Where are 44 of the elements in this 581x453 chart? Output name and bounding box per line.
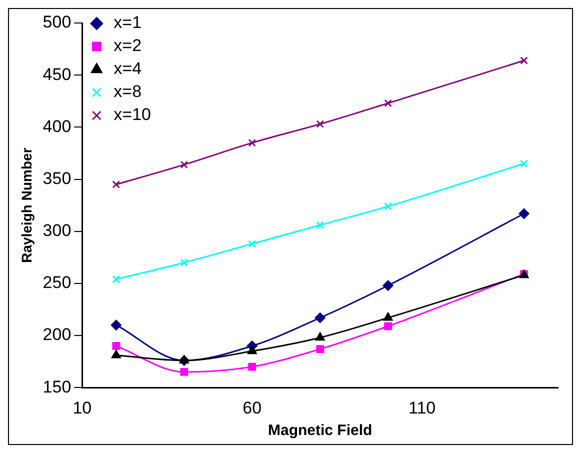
point bbox=[112, 350, 121, 358]
point bbox=[112, 275, 120, 284]
x-axis-title: Magnetic Field bbox=[268, 422, 372, 440]
point bbox=[248, 138, 256, 147]
point bbox=[384, 202, 392, 210]
point bbox=[382, 280, 394, 291]
y-tick-label: 350 bbox=[42, 168, 72, 188]
legend-label: x=4 bbox=[114, 59, 142, 78]
y-tick-label: 500 bbox=[42, 12, 72, 32]
x-tick-label: 110 bbox=[408, 398, 436, 418]
point bbox=[179, 355, 189, 364]
point bbox=[248, 240, 256, 248]
y-axis-title: Rayleigh Number bbox=[18, 147, 34, 263]
point bbox=[518, 208, 530, 219]
point bbox=[384, 99, 392, 108]
x-tick-label: 10 bbox=[72, 398, 92, 418]
x-tick-label: 60 bbox=[242, 398, 262, 418]
y-tick-label: 300 bbox=[42, 221, 72, 240]
point bbox=[112, 342, 120, 350]
point bbox=[520, 56, 528, 64]
point bbox=[248, 362, 256, 371]
point bbox=[180, 258, 188, 267]
point bbox=[383, 312, 393, 321]
y-tick-label: 150 bbox=[42, 377, 72, 396]
legend-label: x=2 bbox=[114, 36, 142, 56]
point bbox=[247, 346, 257, 354]
y-tick-label: 250 bbox=[42, 273, 72, 292]
point bbox=[316, 221, 324, 230]
point bbox=[110, 320, 122, 330]
point bbox=[180, 368, 188, 376]
point bbox=[520, 160, 528, 168]
point bbox=[180, 160, 188, 169]
point bbox=[112, 180, 120, 188]
y-tick-label: 400 bbox=[42, 116, 72, 136]
legend-label: x=10 bbox=[114, 105, 152, 124]
y-tick-label: 200 bbox=[42, 325, 72, 344]
point bbox=[316, 345, 324, 353]
point bbox=[314, 312, 326, 324]
point bbox=[315, 332, 325, 341]
point bbox=[316, 120, 324, 128]
point bbox=[384, 322, 392, 330]
legend-label: x=1 bbox=[114, 13, 142, 32]
legend-label: x=8 bbox=[114, 82, 142, 102]
y-tick-label: 450 bbox=[42, 64, 72, 84]
